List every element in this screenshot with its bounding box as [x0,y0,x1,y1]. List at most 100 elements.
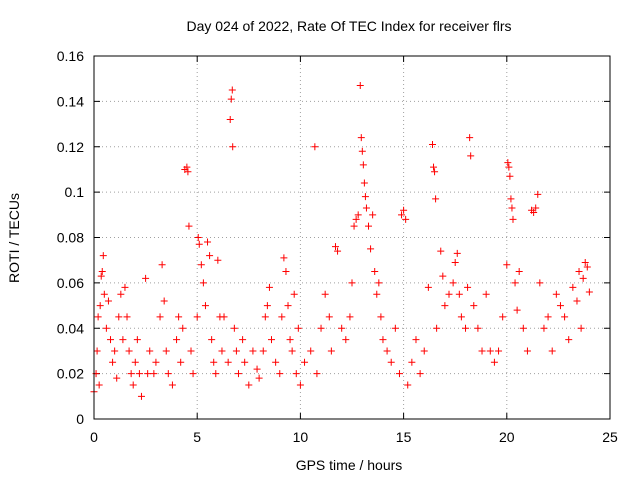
data-point [104,297,112,305]
data-point [241,358,249,366]
data-point [506,172,514,180]
data-point [259,347,267,355]
data-point [507,195,515,203]
data-point [177,358,185,366]
data-point [117,290,125,298]
data-point [352,215,360,223]
data-point [99,252,107,260]
data-point [245,381,253,389]
data-point [387,358,395,366]
data-point [276,370,284,378]
data-point [220,313,228,321]
data-point [94,313,102,321]
data-point [135,370,143,378]
data-point [290,290,298,298]
data-point [552,290,560,298]
data-point [455,290,463,298]
data-point [569,283,577,291]
data-point [453,249,461,257]
data-point [107,336,115,344]
y-tick-label: 0.12 [57,139,84,155]
data-point [408,358,416,366]
data-point [457,313,465,321]
data-point [556,302,564,310]
data-point [350,222,358,230]
data-point [255,374,263,382]
data-point [467,152,475,160]
data-point [331,243,339,251]
data-point [109,358,117,366]
data-point [508,204,516,212]
data-point [150,370,158,378]
data-point [437,247,445,255]
data-point [253,365,261,373]
data-point [224,358,232,366]
data-point [234,370,242,378]
data-point [127,370,135,378]
plot-frame [93,55,611,420]
data-point [199,279,207,287]
data-point [301,358,309,366]
data-point [218,347,226,355]
data-point [395,370,403,378]
data-point [530,209,538,217]
data-point [513,306,521,314]
data-point [371,268,379,276]
data-point [102,324,110,332]
y-tick-label: 0.16 [57,48,84,64]
x-tick-label: 20 [499,429,515,445]
data-point [548,347,556,355]
data-point [404,381,412,389]
data-point [97,272,105,280]
data-point [194,234,202,241]
data-point [348,279,356,287]
data-point [504,159,512,167]
data-point [431,168,439,176]
data-point [294,324,302,332]
data-point [183,163,191,171]
y-tick-label: 0.06 [57,275,84,291]
data-point [358,147,366,155]
data-point [424,283,432,291]
data-point [515,268,523,276]
data-point [249,347,257,355]
data-point [93,347,101,355]
data-point [229,143,237,151]
data-point [261,313,269,321]
data-point [391,324,399,332]
data-point [313,370,321,378]
chart-title: Day 024 of 2022, Rate Of TEC Index for r… [186,18,511,34]
y-tick-label: 0.1 [65,184,85,200]
data-point [369,211,377,219]
data-point [292,370,300,378]
data-point [499,313,507,321]
data-point [95,381,103,389]
data-point [210,358,218,366]
data-point [511,279,519,287]
data-point [189,370,197,378]
x-tick-label: 0 [90,429,98,445]
data-point [503,261,511,269]
data-point [432,195,440,203]
data-point [208,336,216,344]
data-point [282,268,290,276]
data-point [420,347,428,355]
data-point [212,370,220,378]
x-tick-label: 10 [293,429,309,445]
data-point [317,324,325,332]
axis-ticks [93,55,611,420]
data-point [565,336,573,344]
data-point [173,336,181,344]
data-point [100,290,108,298]
data-point [175,313,183,321]
data-point [268,336,276,344]
data-point [278,313,286,321]
data-point [466,134,474,142]
data-point [226,116,234,124]
data-point [201,302,209,310]
data-point [367,245,375,253]
data-point [360,179,368,187]
data-point [536,279,544,287]
data-point [495,347,503,355]
